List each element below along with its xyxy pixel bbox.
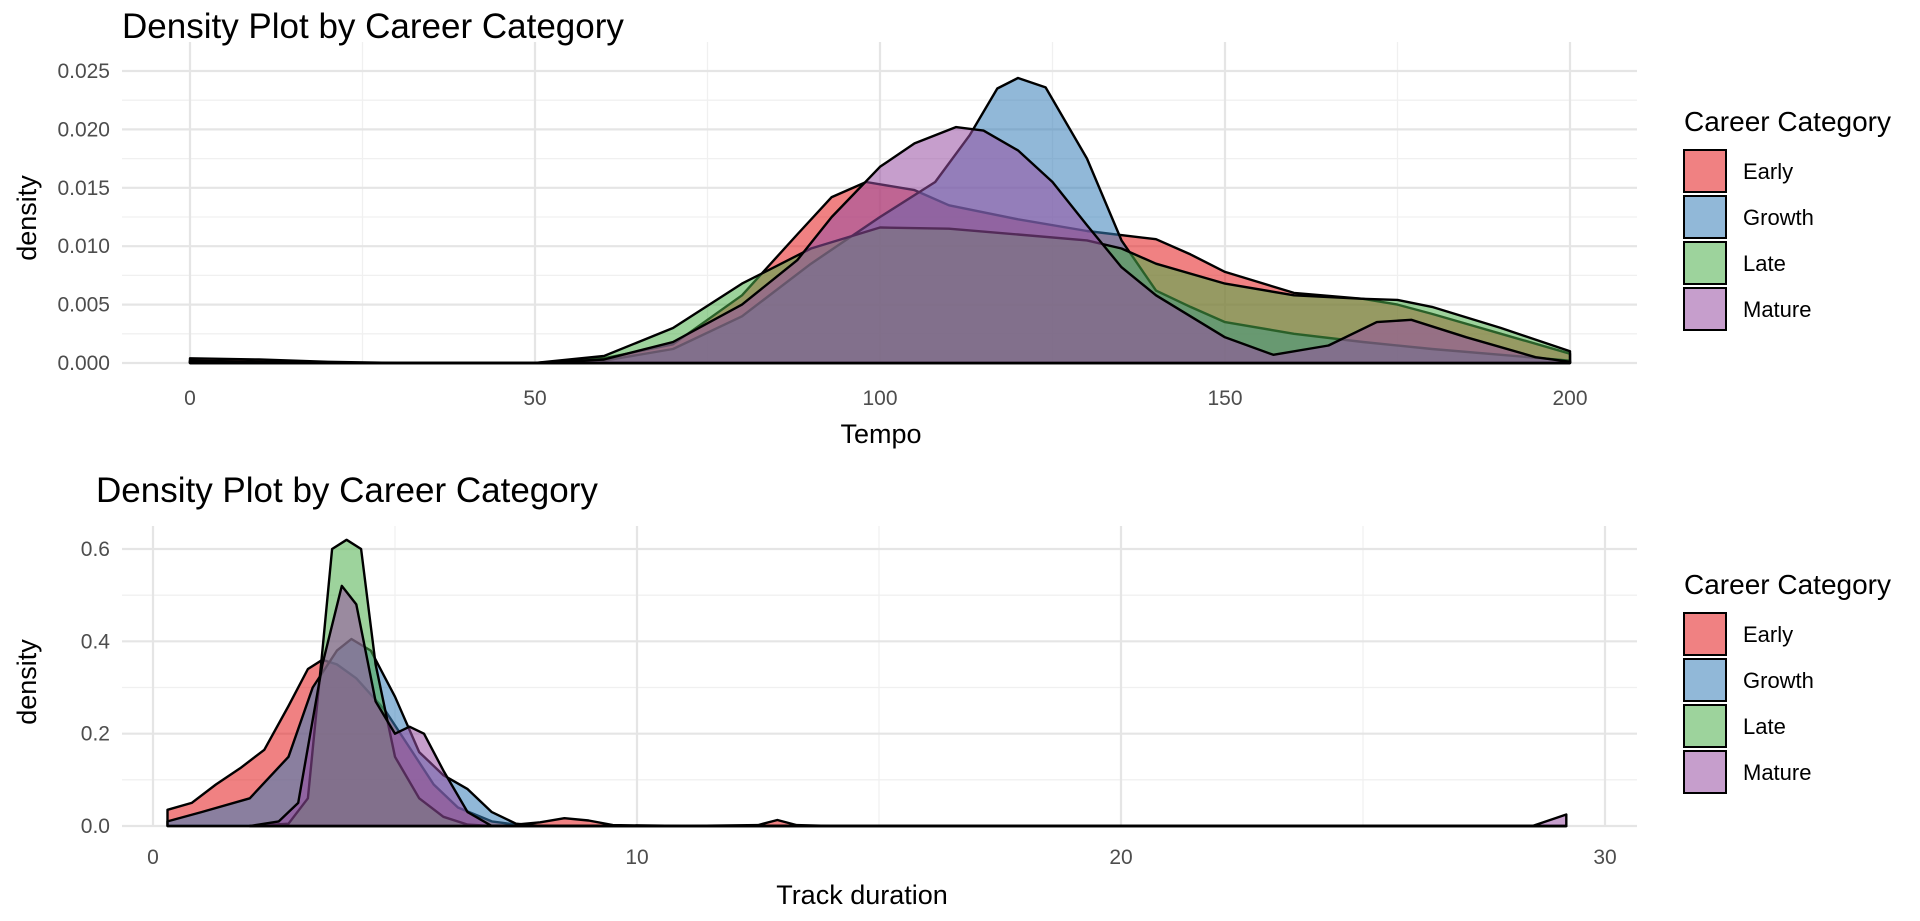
x-tick-labels: 0 10 20 30 xyxy=(147,846,1617,869)
legend-key-late xyxy=(1683,704,1727,748)
y-axis-label: density xyxy=(12,175,42,261)
y-tick-label: 0.025 xyxy=(57,60,110,83)
x-tick-label: 0 xyxy=(147,846,159,869)
y-tick-label: 0.000 xyxy=(57,352,110,375)
y-tick-label: 0.0 xyxy=(81,815,110,838)
legend-label-mature: Mature xyxy=(1743,297,1811,322)
legend-key-growth xyxy=(1683,658,1727,702)
y-tick-label: 0.015 xyxy=(57,177,110,200)
x-tick-label: 20 xyxy=(1109,846,1132,869)
density-area-mature xyxy=(248,584,1568,828)
legend-key-mature xyxy=(1683,750,1727,794)
legend-key-mature xyxy=(1683,287,1727,331)
y-tick-label: 0.2 xyxy=(81,723,110,746)
density-areas xyxy=(166,538,1568,828)
panel-tempo: Density Plot by Career Category 0.0000.0… xyxy=(12,7,1891,449)
y-tick-label: 0.010 xyxy=(57,235,110,258)
y-tick-labels: 0.0 0.2 0.4 0.6 xyxy=(81,538,111,838)
x-tick-label: 30 xyxy=(1593,846,1616,869)
y-tick-label: 0.6 xyxy=(81,538,110,561)
legend-label-late: Late xyxy=(1743,714,1786,739)
legend-label-growth: Growth xyxy=(1743,668,1814,693)
chart-title: Density Plot by Career Category xyxy=(96,471,598,510)
legend-label-early: Early xyxy=(1743,622,1793,647)
x-tick-label: 100 xyxy=(862,387,897,410)
x-axis-label: Track duration xyxy=(776,880,948,910)
legend-key-early xyxy=(1683,149,1727,193)
y-tick-label: 0.4 xyxy=(81,630,111,653)
legend: Career Category Early Growth Late Mature xyxy=(1683,106,1891,331)
legend-key-late xyxy=(1683,241,1727,285)
x-tick-label: 50 xyxy=(523,387,546,410)
legend: Career Category Early Growth Late Mature xyxy=(1683,569,1891,794)
y-tick-label: 0.005 xyxy=(57,294,110,317)
x-tick-label: 10 xyxy=(625,846,648,869)
legend-title: Career Category xyxy=(1684,569,1891,600)
legend-label-late: Late xyxy=(1743,251,1786,276)
x-tick-labels: 0 50 100 150 200 xyxy=(184,387,1587,410)
legend-title: Career Category xyxy=(1684,106,1891,137)
x-tick-label: 200 xyxy=(1552,387,1587,410)
x-tick-label: 0 xyxy=(184,387,196,410)
y-axis-label: density xyxy=(12,639,42,725)
panel-track-duration: Density Plot by Career Category 0.00.20.… xyxy=(12,471,1891,910)
y-tick-labels: 0.000 0.005 0.010 0.015 0.020 0.025 xyxy=(57,60,110,375)
chart-title: Density Plot by Career Category xyxy=(122,7,624,46)
y-tick-label: 0.020 xyxy=(57,118,110,141)
legend-label-mature: Mature xyxy=(1743,760,1811,785)
legend-label-growth: Growth xyxy=(1743,205,1814,230)
legend-label-early: Early xyxy=(1743,159,1793,184)
density-area-mature xyxy=(188,125,1572,365)
x-axis-label: Tempo xyxy=(840,419,921,449)
legend-key-early xyxy=(1683,612,1727,656)
x-tick-label: 150 xyxy=(1207,387,1242,410)
density-areas xyxy=(188,76,1572,365)
legend-key-growth xyxy=(1683,195,1727,239)
